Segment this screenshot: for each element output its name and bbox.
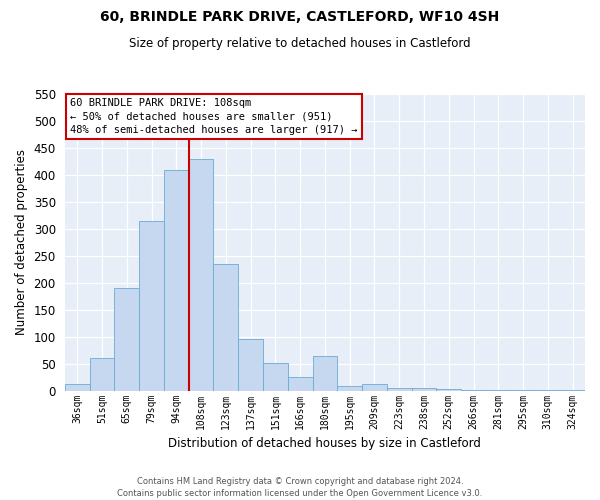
Bar [115, 288, 139, 390]
Bar [89, 358, 115, 390]
Bar [139, 220, 164, 390]
Bar [288, 377, 313, 390]
Bar [362, 384, 387, 390]
Bar [65, 384, 89, 390]
Text: Contains HM Land Registry data © Crown copyright and database right 2024.
Contai: Contains HM Land Registry data © Crown c… [118, 476, 482, 498]
Bar [436, 389, 461, 390]
Bar [412, 388, 436, 390]
Text: Size of property relative to detached houses in Castleford: Size of property relative to detached ho… [129, 38, 471, 51]
Bar [238, 340, 263, 390]
Y-axis label: Number of detached properties: Number of detached properties [15, 150, 28, 336]
Bar [387, 388, 412, 390]
Bar [263, 362, 288, 390]
Text: 60 BRINDLE PARK DRIVE: 108sqm
← 50% of detached houses are smaller (951)
48% of : 60 BRINDLE PARK DRIVE: 108sqm ← 50% of d… [70, 98, 358, 135]
Bar [313, 356, 337, 390]
Bar [188, 158, 214, 390]
Text: 60, BRINDLE PARK DRIVE, CASTLEFORD, WF10 4SH: 60, BRINDLE PARK DRIVE, CASTLEFORD, WF10… [100, 10, 500, 24]
Bar [214, 264, 238, 390]
Bar [164, 170, 188, 390]
Bar [337, 386, 362, 390]
X-axis label: Distribution of detached houses by size in Castleford: Distribution of detached houses by size … [169, 437, 481, 450]
